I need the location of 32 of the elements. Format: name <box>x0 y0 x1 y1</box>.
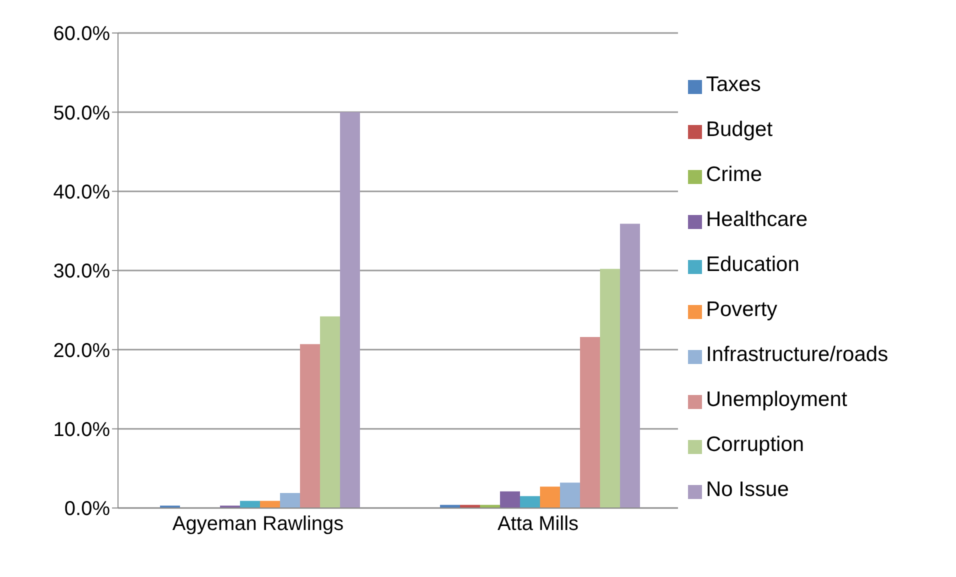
bar <box>520 496 540 508</box>
bar <box>340 112 360 508</box>
bar <box>240 500 260 508</box>
bar <box>300 344 320 508</box>
legend-label: Healthcare <box>706 208 808 231</box>
legend-label: Poverty <box>706 298 778 321</box>
bar <box>260 500 280 508</box>
bar <box>580 337 600 508</box>
bar <box>500 491 520 508</box>
bar <box>620 224 640 508</box>
legend-label: No Issue <box>706 478 789 501</box>
bar <box>540 486 560 508</box>
legend-label: Crime <box>706 163 762 186</box>
y-tick-label: 60.0% <box>53 23 110 46</box>
y-tick-label: 50.0% <box>53 102 110 124</box>
bar <box>280 492 300 508</box>
legend-label: Education <box>706 253 800 276</box>
y-tick-label: 0.0% <box>64 498 110 520</box>
x-tick-label: Agyeman Rawlings <box>172 513 344 536</box>
y-tick-label: 10.0% <box>53 418 110 441</box>
legend-label: Budget <box>706 118 773 141</box>
bar <box>560 482 580 508</box>
legend-label: Unemployment <box>706 388 848 411</box>
bar <box>600 268 620 508</box>
legend-label: Taxes <box>706 73 761 96</box>
y-tick-label: 40.0% <box>53 181 110 204</box>
x-tick-label: Atta Mills <box>497 513 579 536</box>
y-tick-label: 30.0% <box>53 260 110 283</box>
legend-label: Infrastructure/roads <box>706 343 888 366</box>
legend-label: Corruption <box>706 433 804 456</box>
bar <box>320 316 340 508</box>
y-tick-label: 20.0% <box>53 340 110 362</box>
